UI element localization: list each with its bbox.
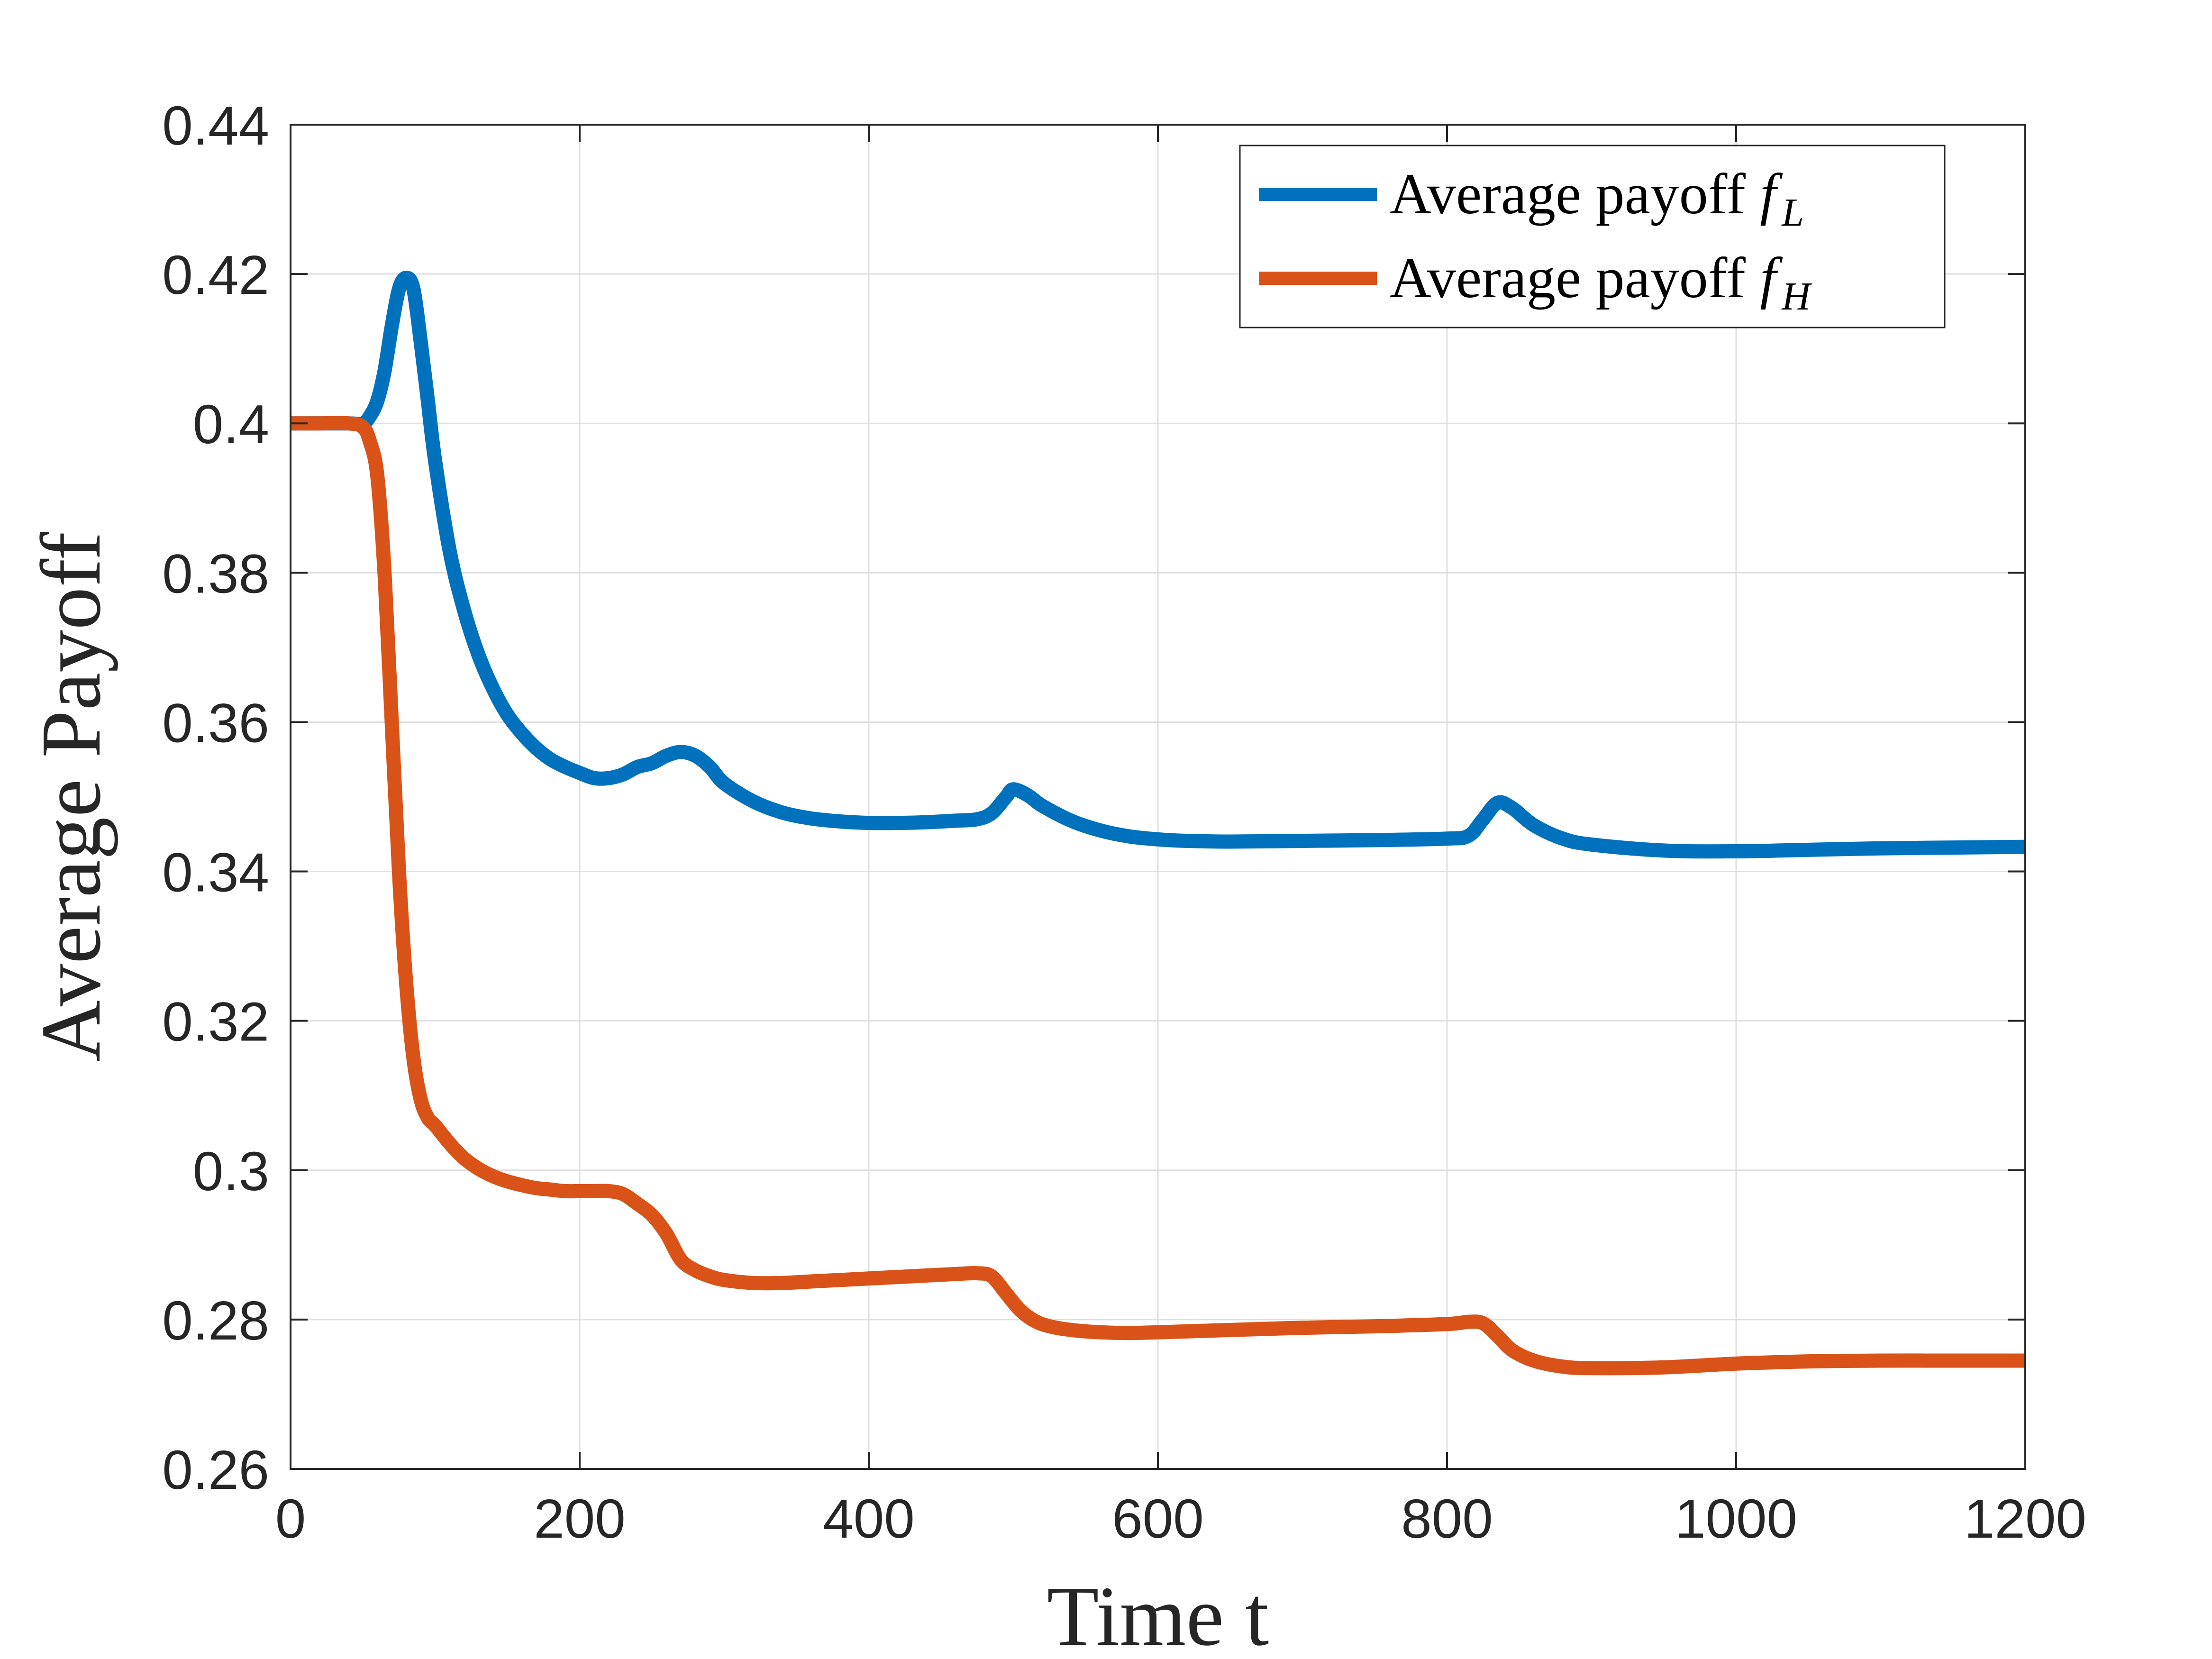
y-tick-label: 0.26 <box>162 1439 269 1501</box>
x-tick-label: 0 <box>275 1488 306 1550</box>
x-axis-title: Time t <box>1047 1569 1269 1659</box>
series-line-l <box>290 271 2026 859</box>
y-tick-label: 0.28 <box>162 1290 269 1351</box>
legend-label-fh-prefix: Average payoff <box>1390 246 1760 310</box>
axis-ticks <box>290 124 2026 1470</box>
legend-box <box>1239 145 1946 328</box>
y-axis-title: Average Payoff <box>24 532 118 1062</box>
grid-lines <box>291 125 2025 1469</box>
legend-label-fh-subscript: H <box>1781 274 1812 319</box>
series-line-h <box>290 416 2025 1376</box>
x-tick-label: 1000 <box>1675 1488 1797 1550</box>
y-tick-label: 0.4 <box>193 393 269 455</box>
x-tick-labels: 0 200 400 600 800 1000 1200 <box>275 1488 2086 1550</box>
y-tick-label: 0.38 <box>162 543 269 604</box>
y-tick-label: 0.42 <box>162 244 269 306</box>
x-tick-label: 1200 <box>1964 1488 2086 1550</box>
x-tick-label: 800 <box>1401 1488 1493 1550</box>
x-tick-label: 600 <box>1112 1488 1204 1550</box>
x-tick-label: 400 <box>823 1488 915 1550</box>
series-lines <box>290 271 2026 1376</box>
legend-label-fl-subscript: L <box>1781 191 1804 235</box>
legend-label-fl-prefix: Average payoff <box>1390 162 1760 226</box>
y-tick-labels: 0.26 0.28 0.3 0.32 0.34 0.36 0.38 0.4 0.42 0.44 <box>162 95 269 1501</box>
y-tick-label: 0.36 <box>162 692 269 754</box>
x-tick-label: 200 <box>534 1488 626 1550</box>
y-tick-label: 0.44 <box>162 95 269 156</box>
y-tick-label: 0.34 <box>162 842 269 903</box>
y-tick-label: 0.32 <box>162 991 269 1053</box>
y-tick-label: 0.3 <box>193 1140 269 1202</box>
